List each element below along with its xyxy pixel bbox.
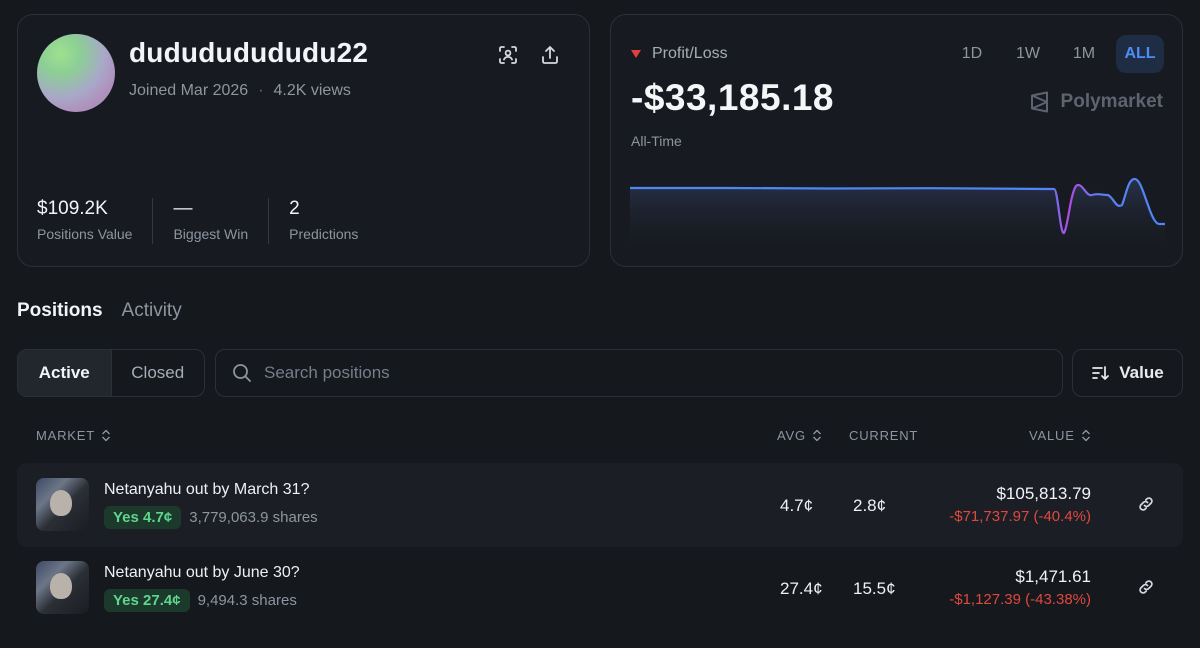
avg-price: 27.4¢ <box>780 579 823 598</box>
column-header-market[interactable]: MARKET <box>36 428 111 443</box>
shares-count: 9,494.3 shares <box>197 592 297 609</box>
position-row[interactable]: Netanyahu out by June 30? Yes 27.4¢ 9,49… <box>17 546 1183 630</box>
column-header-value[interactable]: VALUE <box>1029 428 1091 443</box>
market-thumbnail <box>36 478 89 531</box>
polymarket-logo-icon <box>1030 91 1048 113</box>
column-header-avg[interactable]: AVG <box>777 428 822 443</box>
link-icon <box>1139 580 1153 594</box>
position-value: $105,813.79 <box>996 484 1091 503</box>
share-icon <box>542 46 558 64</box>
column-header-label: AVG <box>777 428 806 443</box>
stat-biggest-win: — Biggest Win <box>173 198 270 244</box>
outcome-badge: Yes 27.4¢ <box>104 589 190 612</box>
range-tab-1w[interactable]: 1W <box>1016 45 1040 62</box>
stat-value: — <box>173 198 193 219</box>
active-filter-button[interactable]: Active <box>18 350 111 396</box>
stat-value: $109.2K <box>37 198 108 219</box>
pnl-area <box>630 178 1165 257</box>
joined-date: Joined Mar 2026 <box>129 82 249 99</box>
profile-meta: Joined Mar 2026 · 4.2K views <box>129 82 351 100</box>
avatar <box>37 34 115 112</box>
view-count: 4.2K views <box>273 82 351 99</box>
search-icon <box>233 364 251 382</box>
current-price: 2.8¢ <box>853 496 887 515</box>
stat-positions-value: $109.2K Positions Value <box>37 198 154 244</box>
market-title[interactable]: Netanyahu out by June 30? <box>104 564 300 581</box>
market-thumbnail <box>36 561 89 614</box>
range-tabs: 1D 1W 1M ALL <box>948 35 1164 73</box>
range-tab-1d[interactable]: 1D <box>961 45 983 62</box>
column-header-label: MARKET <box>36 428 95 443</box>
stat-label: Positions Value <box>37 226 133 242</box>
link-icon <box>1139 497 1153 511</box>
down-triangle-icon <box>631 50 641 58</box>
stat-predictions: 2 Predictions <box>289 198 378 244</box>
sort-updown-icon <box>1081 429 1090 442</box>
search-input[interactable] <box>264 363 1024 383</box>
column-header-current: CURRENT <box>849 428 918 443</box>
outcome-line: Yes 27.4¢ 9,494.3 shares <box>104 589 297 612</box>
sort-icon <box>1092 366 1110 380</box>
pnl-sparkline-chart <box>630 177 1165 257</box>
stat-label: Biggest Win <box>173 226 249 242</box>
shares-count: 3,779,063.9 shares <box>189 509 318 526</box>
current-price: 15.5¢ <box>853 579 896 598</box>
avg-price: 4.7¢ <box>780 496 814 515</box>
pnl-period: All-Time <box>631 133 682 149</box>
share-button[interactable] <box>536 41 564 69</box>
share-link-button[interactable] <box>1135 576 1157 598</box>
sort-label: Value <box>1119 363 1164 382</box>
profile-card: dudududududu22 Joined Mar 2026 · 4.2K vi… <box>17 14 590 267</box>
pnl-label: Profit/Loss <box>652 45 728 62</box>
scan-icon <box>499 46 517 64</box>
username: dudududududu22 <box>129 37 369 68</box>
stat-value: 2 <box>289 198 300 219</box>
position-pnl: -$71,737.97 (-40.4%) <box>949 508 1091 525</box>
range-tab-all[interactable]: ALL <box>1116 35 1164 73</box>
position-pnl: -$1,127.39 (-43.38%) <box>949 591 1091 608</box>
status-toggle: Active Closed <box>17 349 205 397</box>
column-header-label: VALUE <box>1029 428 1075 443</box>
tab-activity[interactable]: Activity <box>121 300 182 321</box>
position-row[interactable]: Netanyahu out by March 31? Yes 4.7¢ 3,77… <box>17 463 1183 547</box>
sort-updown-icon <box>812 429 821 442</box>
range-tab-1m[interactable]: 1M <box>1072 45 1096 62</box>
tab-positions[interactable]: Positions <box>17 300 103 321</box>
scan-qr-button[interactable] <box>494 41 522 69</box>
outcome-line: Yes 4.7¢ 3,779,063.9 shares <box>104 506 318 529</box>
brand-name: Polymarket <box>1060 91 1163 112</box>
outcome-badge: Yes 4.7¢ <box>104 506 182 529</box>
meta-separator: · <box>258 82 264 99</box>
stat-label: Predictions <box>289 226 359 242</box>
main-tabs: Positions Activity <box>17 300 182 322</box>
polymarket-brand: Polymarket <box>1029 91 1163 113</box>
closed-filter-button[interactable]: Closed <box>110 350 205 396</box>
pnl-value: -$33,185.18 <box>631 77 835 118</box>
sort-updown-icon <box>101 429 110 442</box>
sort-button[interactable]: Value <box>1072 349 1183 397</box>
profile-stats: $109.2K Positions Value — Biggest Win 2 … <box>37 198 398 244</box>
pnl-header: Profit/Loss <box>631 45 728 63</box>
position-value: $1,471.61 <box>1015 567 1091 586</box>
market-title[interactable]: Netanyahu out by March 31? <box>104 481 310 498</box>
pnl-card: Profit/Loss -$33,185.18 All-Time 1D 1W 1… <box>610 14 1183 267</box>
share-link-button[interactable] <box>1135 493 1157 515</box>
search-box <box>215 349 1063 397</box>
pnl-line <box>630 177 1165 235</box>
column-header-label: CURRENT <box>849 428 919 443</box>
